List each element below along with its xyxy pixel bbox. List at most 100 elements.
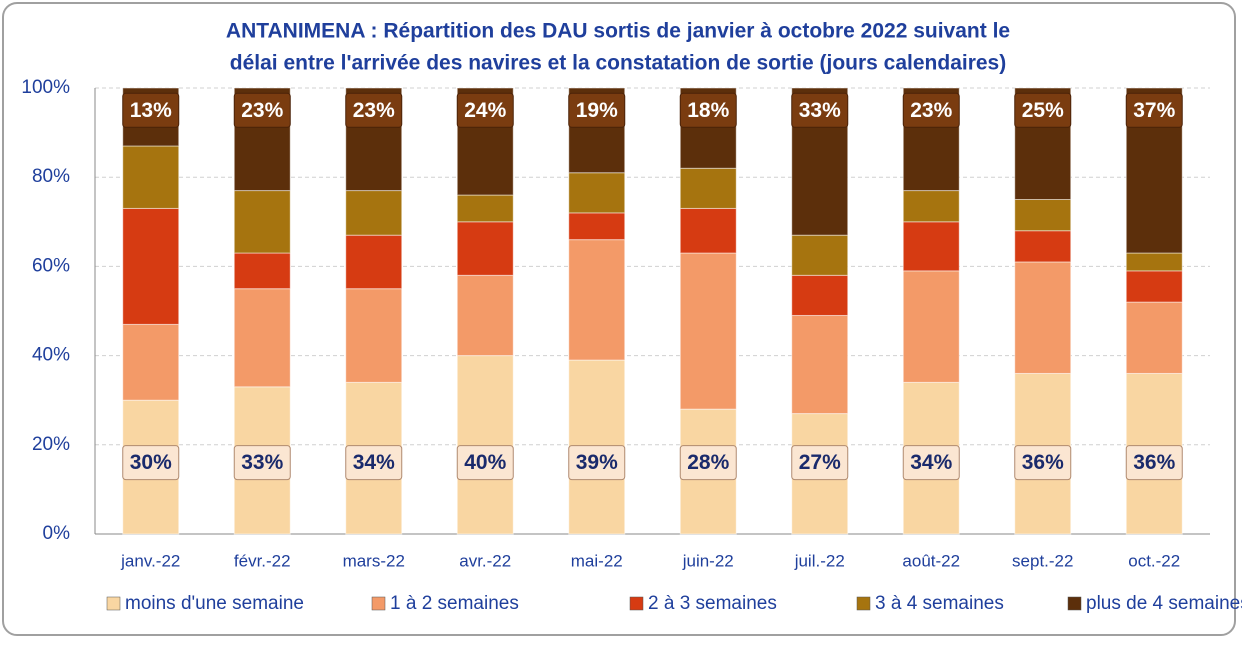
data-label: 27%	[799, 451, 841, 474]
bar-segment	[1014, 261, 1072, 374]
x-tick-label: avr.-22	[459, 551, 511, 570]
bar-segment	[122, 323, 180, 401]
data-label: 33%	[799, 99, 841, 122]
bar-segment	[1125, 301, 1183, 374]
x-tick-label: oct.-22	[1128, 551, 1180, 570]
data-label-box	[345, 445, 403, 481]
data-label: 19%	[576, 99, 618, 122]
data-label-box	[679, 92, 737, 128]
bar-segment	[679, 167, 737, 209]
x-tick-label: mars-22	[343, 551, 405, 570]
bar-segment	[456, 221, 514, 276]
y-tick-label: 20%	[32, 434, 70, 455]
bar-segment	[902, 190, 960, 223]
data-label: 25%	[1022, 99, 1064, 122]
bar-segment	[568, 212, 626, 241]
data-label-box	[1125, 92, 1183, 128]
bar-segment	[345, 288, 403, 383]
legend-label: moins d'une semaine	[125, 593, 304, 614]
bar-segment	[233, 190, 291, 254]
data-label-box	[233, 445, 291, 481]
data-label-box	[902, 445, 960, 481]
bar-segment	[902, 270, 960, 383]
data-label: 34%	[353, 451, 395, 474]
bar-segment	[1014, 199, 1072, 232]
chart-title: ANTANIMENA : Répartition des DAU sortis …	[226, 20, 1010, 43]
legend-swatch	[371, 596, 386, 611]
legend-label: 1 à 2 semaines	[390, 593, 519, 614]
data-label: 23%	[910, 99, 952, 122]
bar-segment	[791, 234, 849, 276]
data-label-box	[1014, 92, 1072, 128]
data-label-box	[902, 92, 960, 128]
bar-segment	[902, 221, 960, 272]
data-label: 23%	[241, 99, 283, 122]
data-label: 36%	[1133, 451, 1175, 474]
x-tick-label: août-22	[902, 551, 960, 570]
bar-segment	[122, 145, 180, 209]
bar-segment	[345, 234, 403, 290]
data-label-box	[345, 92, 403, 128]
bar-segment	[233, 252, 291, 290]
x-tick-label: févr.-22	[234, 551, 291, 570]
data-label: 40%	[464, 451, 506, 474]
data-label: 36%	[1022, 451, 1064, 474]
data-label: 39%	[576, 451, 618, 474]
bar-segment	[345, 190, 403, 236]
y-tick-label: 0%	[43, 523, 71, 544]
data-label-box	[1125, 445, 1183, 481]
data-label: 30%	[130, 451, 172, 474]
data-label-box	[456, 445, 514, 481]
bar-segment	[1125, 252, 1183, 272]
data-label: 18%	[687, 99, 729, 122]
data-label: 37%	[1133, 99, 1175, 122]
data-label-box	[1014, 445, 1072, 481]
x-tick-label: janv.-22	[120, 551, 180, 570]
bar-segment	[1125, 270, 1183, 303]
legend-swatch	[106, 596, 121, 611]
x-tick-label: mai-22	[571, 551, 623, 570]
y-tick-label: 60%	[32, 255, 70, 276]
y-tick-label: 40%	[32, 345, 70, 366]
data-label: 24%	[464, 99, 506, 122]
data-label-box	[122, 92, 180, 128]
bar-segment	[1014, 230, 1072, 263]
data-label: 28%	[687, 451, 729, 474]
data-label-box	[233, 92, 291, 128]
data-label: 23%	[353, 99, 395, 122]
data-label-box	[568, 445, 626, 481]
data-label-box	[456, 92, 514, 128]
data-label-box	[679, 445, 737, 481]
data-label-box	[568, 92, 626, 128]
data-label: 33%	[241, 451, 283, 474]
bar-segment	[791, 274, 849, 316]
bar-segment	[456, 274, 514, 357]
legend-swatch	[629, 596, 644, 611]
bar-segment	[456, 355, 514, 535]
bar-segment	[456, 194, 514, 223]
legend-label: 3 à 4 semaines	[875, 593, 1004, 614]
legend-label: plus de 4 semaines	[1086, 593, 1242, 614]
y-tick-label: 100%	[21, 77, 70, 98]
data-label: 34%	[910, 451, 952, 474]
data-label: 13%	[130, 99, 172, 122]
x-tick-label: sept.-22	[1012, 551, 1073, 570]
legend-swatch	[856, 596, 871, 611]
y-tick-label: 80%	[32, 166, 70, 187]
data-label-box	[791, 92, 849, 128]
bar-segment	[568, 239, 626, 361]
legend-label: 2 à 3 semaines	[648, 593, 777, 614]
x-tick-label: juil.-22	[794, 551, 845, 570]
bar-segment	[791, 314, 849, 415]
bar-segment	[679, 207, 737, 254]
data-label-box	[791, 445, 849, 481]
legend-swatch	[1067, 596, 1082, 611]
data-label-box	[122, 445, 180, 481]
bar-segment	[679, 252, 737, 410]
bar-segment	[568, 172, 626, 214]
x-tick-label: juin-22	[682, 551, 734, 570]
bar-segment	[233, 288, 291, 388]
chart-title: délai entre l'arrivée des navires et la …	[230, 52, 1006, 75]
bar-segment	[122, 207, 180, 325]
